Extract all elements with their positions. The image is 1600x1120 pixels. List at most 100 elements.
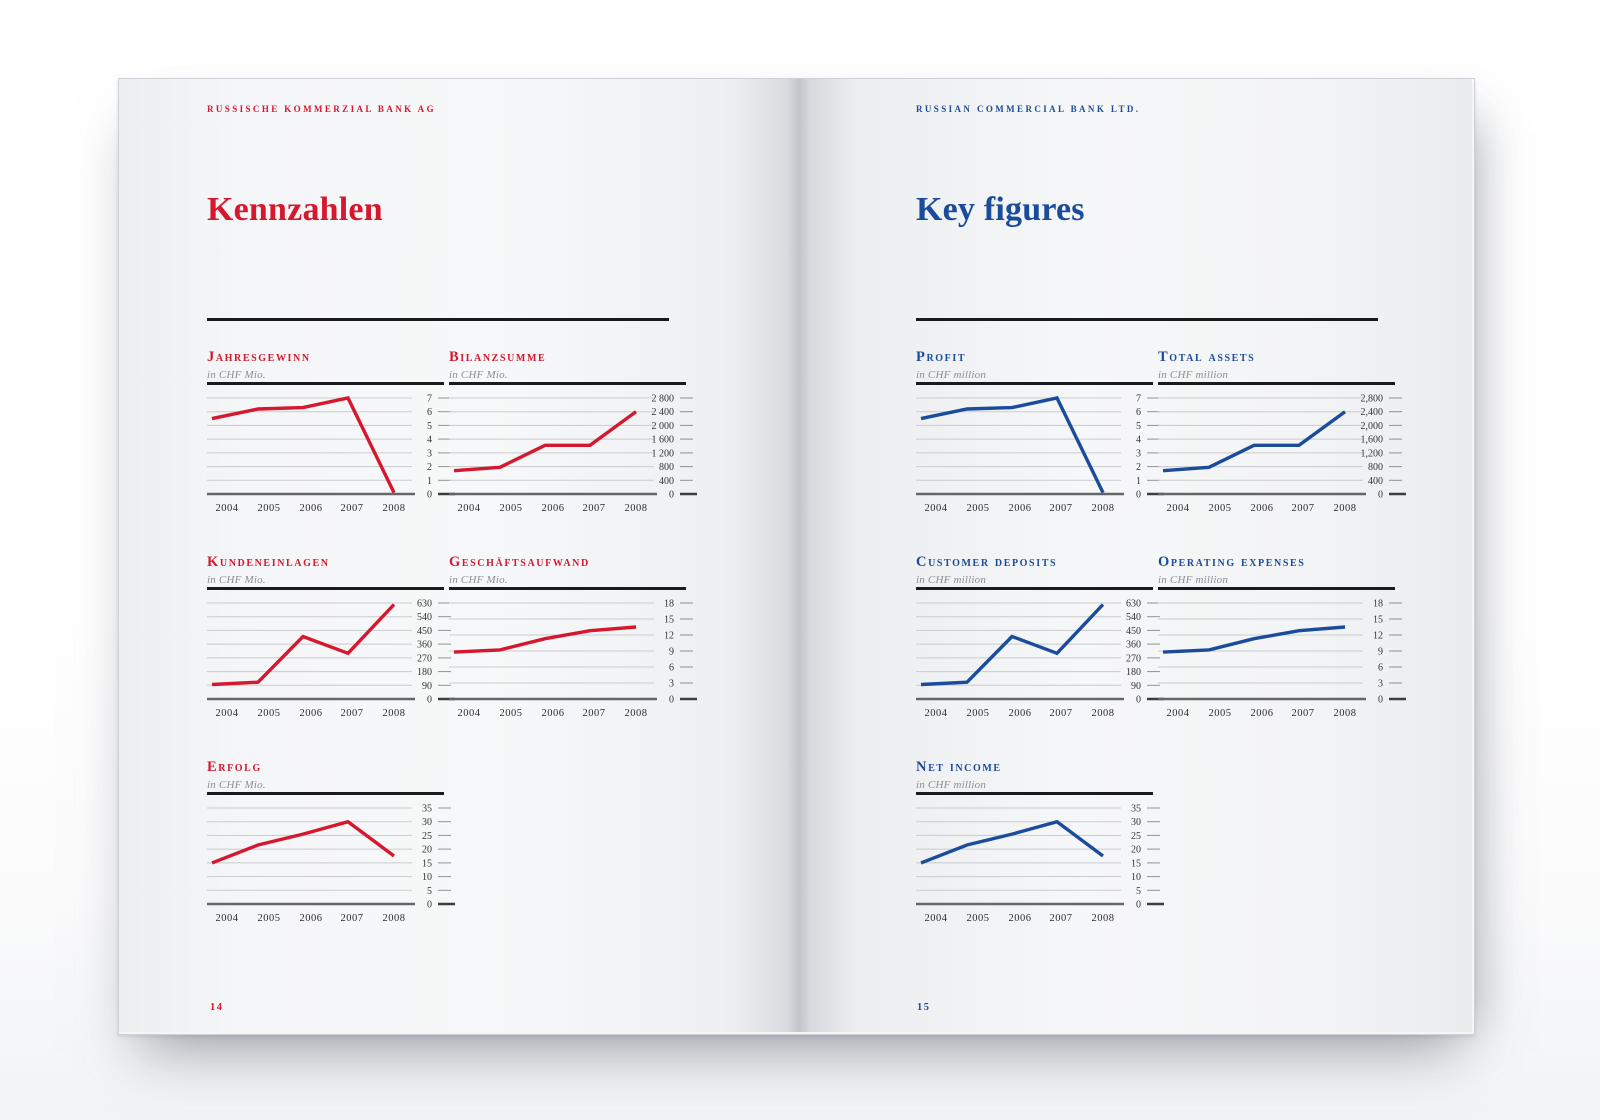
svg-text:30: 30: [422, 817, 432, 828]
chart-title: Profit: [916, 349, 967, 365]
svg-text:2007: 2007: [1292, 503, 1315, 514]
chart-title: Geschäftsaufwand: [449, 554, 590, 570]
svg-text:360: 360: [1126, 640, 1141, 651]
svg-text:15: 15: [1131, 858, 1141, 869]
svg-text:630: 630: [417, 599, 432, 610]
svg-text:2006: 2006: [1009, 913, 1032, 924]
svg-text:0: 0: [1378, 695, 1383, 706]
line-chart-plot: 18 15 12 9 6 3 0 2004 2005 2006 2007 2008: [1158, 590, 1410, 724]
chart-top-rule: [916, 587, 1153, 590]
svg-text:2008: 2008: [625, 503, 648, 514]
svg-text:1 200: 1 200: [652, 448, 675, 459]
chart-subtitle: in CHF Mio.: [207, 779, 266, 791]
chart-subtitle: in CHF million: [1158, 574, 1229, 586]
svg-text:1: 1: [427, 476, 432, 487]
svg-text:2005: 2005: [258, 913, 281, 924]
chart-subtitle: in CHF Mio.: [449, 574, 508, 586]
chart-top-rule: [449, 382, 686, 385]
left-running-head: RUSSISCHE KOMMERZIAL BANK AG: [207, 104, 436, 114]
svg-text:35: 35: [1131, 804, 1141, 815]
svg-text:3: 3: [1378, 679, 1383, 690]
svg-text:2006: 2006: [1251, 708, 1274, 719]
svg-text:2005: 2005: [967, 708, 990, 719]
svg-text:2004: 2004: [216, 913, 239, 924]
left-charts-area: Jahresgewinn in CHF Mio. 7 6 5 4 3 2 1 0 2004 200…: [207, 79, 886, 1032]
svg-text:6: 6: [1136, 407, 1141, 418]
chart-geschaeftsaufwand: Geschäftsaufwand in CHF Mio. 18 15 12 9 6 3 0 2…: [449, 554, 701, 730]
line-chart-plot: 630 540 450 360 270 180 90 0 2004 2005 2006 2007 200…: [207, 590, 459, 724]
svg-text:540: 540: [417, 612, 432, 623]
svg-text:2008: 2008: [625, 708, 648, 719]
svg-text:5: 5: [1136, 886, 1141, 897]
svg-text:2008: 2008: [1092, 913, 1115, 924]
svg-text:360: 360: [417, 640, 432, 651]
svg-text:2006: 2006: [300, 503, 323, 514]
chart-subtitle: in CHF Mio.: [207, 369, 266, 381]
chart-jahresgewinn: Jahresgewinn in CHF Mio. 7 6 5 4 3 2 1 0 2004 200…: [207, 349, 459, 525]
svg-text:2 000: 2 000: [652, 421, 675, 432]
svg-text:2005: 2005: [258, 503, 281, 514]
svg-text:2004: 2004: [216, 708, 239, 719]
svg-text:18: 18: [664, 599, 674, 610]
svg-text:2008: 2008: [1092, 708, 1115, 719]
svg-text:0: 0: [1136, 695, 1141, 706]
chart-top-rule: [1158, 587, 1395, 590]
chart-subtitle: in CHF million: [1158, 369, 1229, 381]
svg-text:800: 800: [1368, 462, 1383, 473]
svg-text:30: 30: [1131, 817, 1141, 828]
svg-text:2004: 2004: [925, 503, 948, 514]
right-page-number: 15: [917, 1002, 931, 1013]
svg-text:2 800: 2 800: [652, 394, 675, 405]
svg-text:4: 4: [427, 435, 432, 446]
chart-top-rule: [207, 382, 444, 385]
svg-text:3: 3: [669, 679, 674, 690]
chart-net-income: Net income in CHF million 35 30 25 20 15 10 5 0…: [916, 759, 1168, 935]
chart-top-rule: [449, 587, 686, 590]
svg-text:7: 7: [427, 394, 432, 405]
svg-text:2006: 2006: [542, 503, 565, 514]
open-book-spread: RUSSISCHE KOMMERZIAL BANK AG Kennzahlen …: [118, 78, 1475, 1035]
left-page-number: 14: [210, 1002, 224, 1013]
svg-text:0: 0: [427, 900, 432, 911]
svg-text:1,600: 1,600: [1361, 435, 1384, 446]
svg-text:400: 400: [659, 476, 674, 487]
svg-text:7: 7: [1136, 394, 1141, 405]
svg-text:540: 540: [1126, 612, 1141, 623]
svg-text:2004: 2004: [216, 503, 239, 514]
svg-text:9: 9: [1378, 647, 1383, 658]
chart-top-rule: [916, 792, 1153, 795]
svg-text:6: 6: [427, 407, 432, 418]
svg-text:2007: 2007: [583, 708, 606, 719]
line-chart-plot: 7 6 5 4 3 2 1 0 2004 2005 2006 2007 2008: [916, 385, 1168, 519]
svg-text:450: 450: [417, 626, 432, 637]
chart-top-rule: [207, 792, 444, 795]
svg-text:2,000: 2,000: [1361, 421, 1384, 432]
svg-text:2004: 2004: [458, 708, 481, 719]
right-page: RUSSIAN COMMERCIAL BANK LTD. Key figures…: [798, 79, 1472, 1032]
svg-text:2008: 2008: [1334, 503, 1357, 514]
svg-text:180: 180: [1126, 667, 1141, 678]
line-chart-plot: 7 6 5 4 3 2 1 0 2004 2005 2006 2007 2008: [207, 385, 459, 519]
svg-text:90: 90: [422, 681, 432, 692]
svg-text:90: 90: [1131, 681, 1141, 692]
svg-text:2007: 2007: [1050, 913, 1073, 924]
svg-text:2007: 2007: [1050, 503, 1073, 514]
line-chart-plot: 18 15 12 9 6 3 0 2004 2005 2006 2007 2008: [449, 590, 701, 724]
left-section-rule: [207, 318, 669, 321]
chart-total-assets: Total assets in CHF million 2,800 2,400 2,…: [1158, 349, 1410, 525]
chart-title: Net income: [916, 759, 1002, 775]
chart-subtitle: in CHF million: [916, 369, 987, 381]
svg-text:25: 25: [422, 831, 432, 842]
svg-text:2008: 2008: [383, 913, 406, 924]
svg-text:2008: 2008: [1334, 708, 1357, 719]
svg-text:2007: 2007: [1292, 708, 1315, 719]
svg-text:2005: 2005: [1209, 503, 1232, 514]
right-page-title: Key figures: [916, 191, 1085, 228]
line-chart-plot: 2,800 2,400 2,000 1,600 1,200 800 400 0 2004 2005…: [1158, 385, 1410, 519]
svg-text:1,200: 1,200: [1361, 448, 1384, 459]
line-chart-plot: 35 30 25 20 15 10 5 0 2004 2005 2006 2007 2008: [207, 795, 459, 929]
svg-text:2006: 2006: [542, 708, 565, 719]
right-running-head: RUSSIAN COMMERCIAL BANK LTD.: [916, 104, 1141, 114]
svg-text:270: 270: [417, 653, 432, 664]
svg-text:25: 25: [1131, 831, 1141, 842]
